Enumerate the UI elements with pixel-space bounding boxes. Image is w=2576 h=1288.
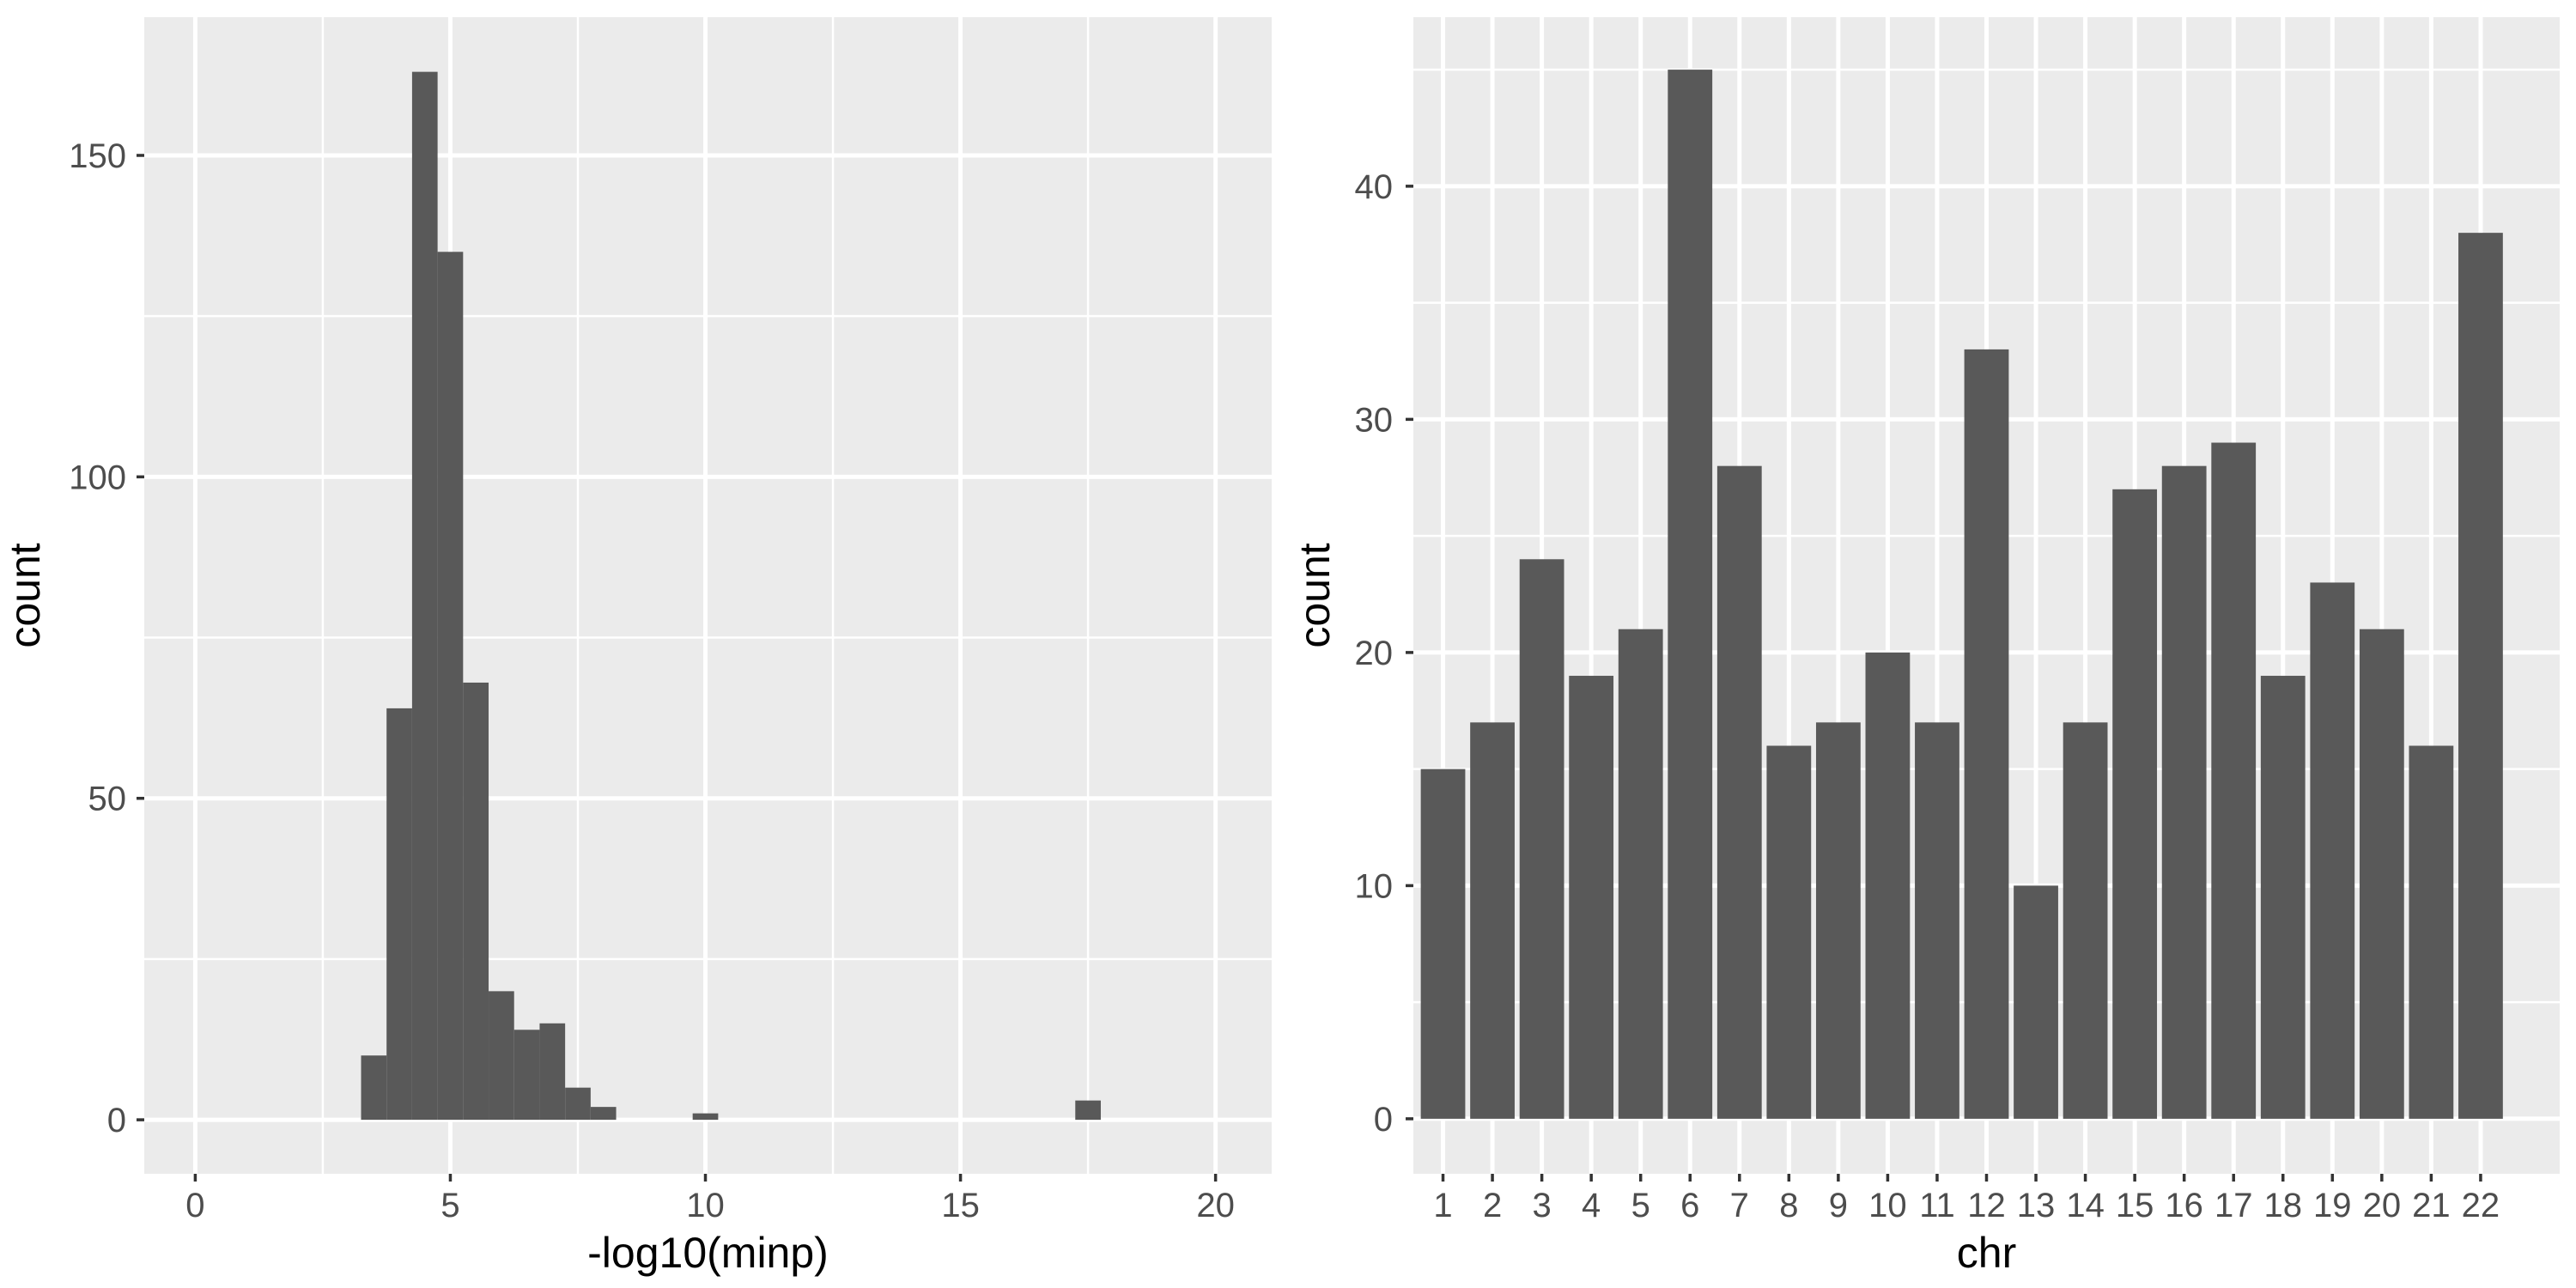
histogram-bar bbox=[489, 991, 514, 1121]
x-tick-label: 12 bbox=[1967, 1187, 2006, 1224]
x-tick-label: 14 bbox=[2066, 1187, 2105, 1224]
x-tick-label: 1 bbox=[1433, 1187, 1452, 1224]
x-tick-label: 20 bbox=[2363, 1187, 2402, 1224]
x-tick-label: 8 bbox=[1779, 1187, 1798, 1224]
x-tick-label: 15 bbox=[2116, 1187, 2154, 1224]
x-tick-label: 2 bbox=[1483, 1187, 1502, 1224]
y-tick-label: 100 bbox=[69, 459, 126, 496]
left-y-axis-title: count bbox=[1, 543, 49, 647]
y-tick-label: 150 bbox=[69, 137, 126, 175]
x-tick-label: 6 bbox=[1680, 1187, 1699, 1224]
axis-titles: -log10(minp) count chr count bbox=[1, 543, 2016, 1277]
histogram-bar bbox=[590, 1107, 617, 1121]
bar bbox=[1865, 652, 1911, 1119]
x-tick-label: 9 bbox=[1829, 1187, 1848, 1224]
x-tick-label: 7 bbox=[1730, 1187, 1749, 1224]
histogram-bar bbox=[411, 71, 438, 1121]
bar bbox=[2260, 676, 2306, 1119]
histogram-bar bbox=[565, 1087, 591, 1121]
x-tick-label: 21 bbox=[2412, 1187, 2451, 1224]
bar bbox=[2014, 885, 2058, 1119]
bar bbox=[2359, 629, 2404, 1119]
x-tick-label: 0 bbox=[185, 1187, 204, 1224]
bar bbox=[1519, 559, 1564, 1119]
bar bbox=[1815, 722, 1861, 1119]
bar bbox=[1618, 629, 1663, 1119]
right-y-axis-title: count bbox=[1291, 543, 1339, 647]
y-tick-label: 20 bbox=[1355, 635, 1394, 672]
bar bbox=[1470, 722, 1515, 1119]
histogram-bar bbox=[1075, 1100, 1101, 1121]
right-x-axis-title: chr bbox=[1957, 1229, 2016, 1277]
bar bbox=[1766, 745, 1812, 1119]
histogram-bar bbox=[513, 1030, 540, 1121]
bar bbox=[1668, 70, 1713, 1119]
histogram-bar bbox=[361, 1055, 387, 1121]
x-tick-label: 19 bbox=[2313, 1187, 2352, 1224]
bar bbox=[2112, 489, 2158, 1119]
x-tick-label: 4 bbox=[1582, 1187, 1601, 1224]
x-tick-label: 5 bbox=[440, 1187, 459, 1224]
histogram-bar bbox=[437, 252, 464, 1121]
left-x-axis-title: -log10(minp) bbox=[587, 1229, 829, 1277]
panel-background bbox=[144, 17, 1272, 1174]
bar bbox=[2310, 582, 2355, 1119]
bar bbox=[1420, 769, 1466, 1119]
bar bbox=[2211, 442, 2257, 1119]
histogram-bar bbox=[463, 682, 489, 1121]
y-tick-label: 0 bbox=[107, 1102, 126, 1139]
y-tick-label: 40 bbox=[1355, 168, 1394, 206]
x-tick-label: 10 bbox=[1868, 1187, 1907, 1224]
y-tick-label: 10 bbox=[1355, 867, 1394, 905]
histogram-bar bbox=[539, 1023, 566, 1121]
bar bbox=[1964, 349, 2009, 1119]
x-tick-label: 13 bbox=[2017, 1187, 2056, 1224]
bar bbox=[2458, 233, 2503, 1119]
y-tick-label: 0 bbox=[1374, 1101, 1393, 1139]
bar bbox=[1716, 465, 1762, 1119]
histogram-chart: 0 50 100 150 0 5 10 15 20 bbox=[69, 17, 1272, 1224]
bar bbox=[2063, 722, 2108, 1119]
x-tick-label: 17 bbox=[2215, 1187, 2253, 1224]
bar bbox=[2409, 745, 2454, 1119]
bar bbox=[1569, 676, 1614, 1119]
histogram-bar bbox=[692, 1113, 719, 1121]
x-tick-label: 18 bbox=[2264, 1187, 2303, 1224]
y-tick-label: 50 bbox=[88, 781, 127, 818]
y-tick-label: 30 bbox=[1355, 401, 1394, 439]
x-tick-label: 10 bbox=[686, 1187, 725, 1224]
bar bbox=[2161, 465, 2207, 1119]
x-tick-label: 22 bbox=[2462, 1187, 2500, 1224]
x-tick-label: 15 bbox=[941, 1187, 980, 1224]
x-tick-label: 3 bbox=[1532, 1187, 1551, 1224]
x-tick-label: 5 bbox=[1631, 1187, 1650, 1224]
bar bbox=[1915, 722, 1959, 1119]
x-tick-label: 20 bbox=[1196, 1187, 1235, 1224]
x-tick-label: 16 bbox=[2165, 1187, 2203, 1224]
histogram-bar bbox=[386, 708, 412, 1121]
x-tick-label: 11 bbox=[1919, 1187, 1955, 1224]
